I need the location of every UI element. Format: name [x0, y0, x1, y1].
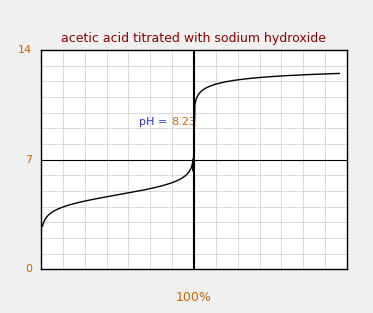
Text: 7: 7 [25, 155, 32, 165]
Text: 0: 0 [25, 264, 32, 274]
Text: 14: 14 [18, 45, 32, 55]
Text: pH =: pH = [139, 117, 171, 127]
Text: 100%: 100% [176, 291, 212, 304]
Title: acetic acid titrated with sodium hydroxide: acetic acid titrated with sodium hydroxi… [62, 32, 326, 45]
Text: 8.23: 8.23 [171, 117, 196, 127]
